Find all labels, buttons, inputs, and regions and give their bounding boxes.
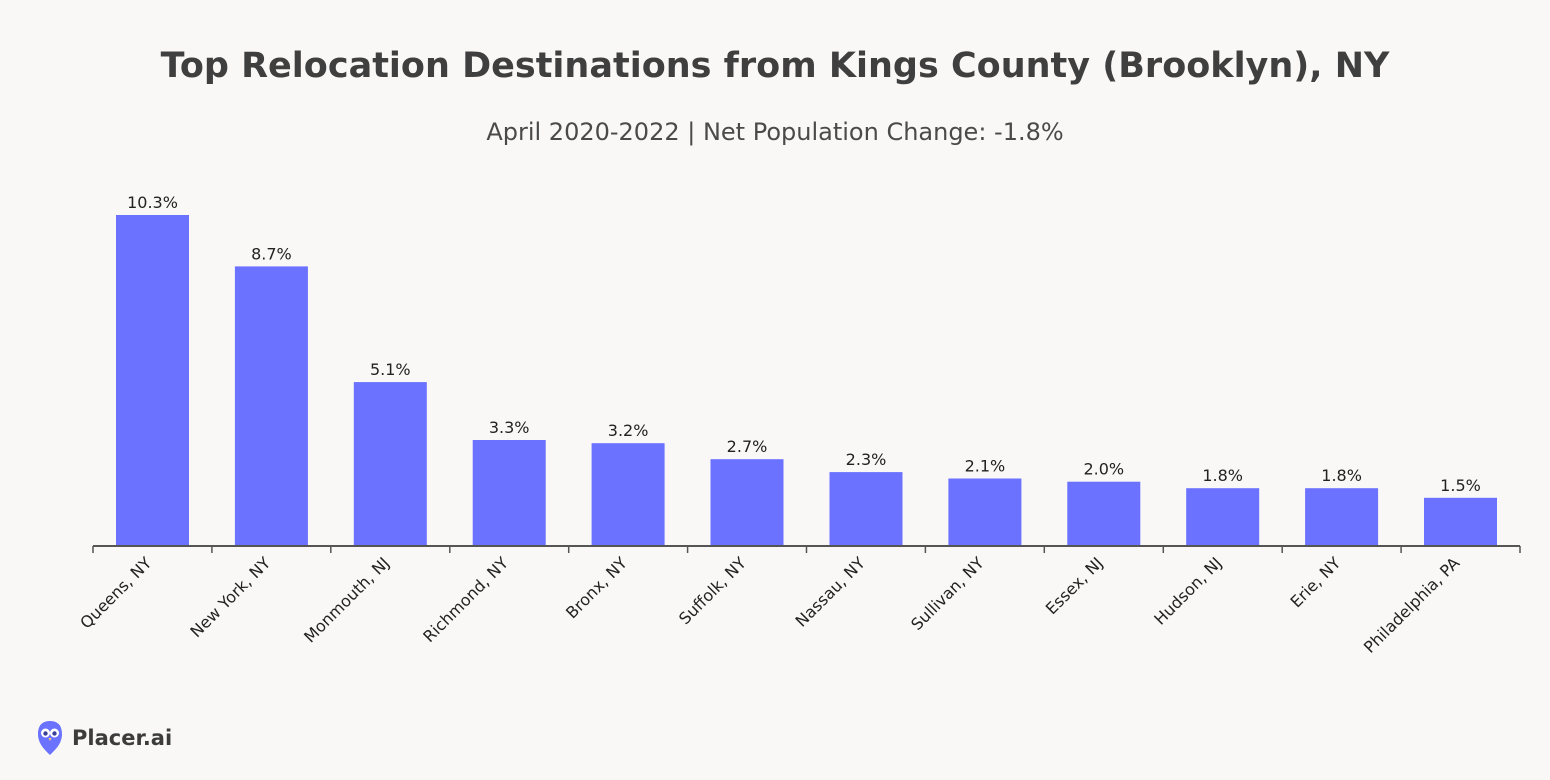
bar [472, 440, 546, 546]
data-label: 2.3% [846, 450, 887, 469]
data-label: 5.1% [370, 360, 411, 379]
bar [1186, 488, 1260, 546]
x-tick-label: Hudson, NJ [1150, 553, 1225, 628]
chart-title: Top Relocation Destinations from Kings C… [160, 46, 1390, 86]
bar [353, 382, 427, 546]
x-tick-label: Suffolk, NY [675, 553, 750, 628]
bar [591, 443, 665, 546]
bar [1067, 481, 1141, 546]
x-tick-label: Erie, NY [1287, 553, 1345, 611]
data-label: 10.3% [127, 193, 178, 212]
x-tick-label: New York, NY [186, 553, 274, 641]
data-label: 3.3% [489, 418, 530, 437]
data-label: 1.8% [1321, 466, 1362, 485]
data-label: 1.8% [1202, 466, 1243, 485]
x-tick-label: Philadelphia, PA [1360, 553, 1463, 656]
x-tick-label: Monmouth, NJ [300, 553, 393, 646]
x-tick-label: Richmond, NY [419, 553, 512, 646]
x-tick-label: Essex, NJ [1042, 553, 1107, 618]
brand-name: Placer.ai [72, 726, 173, 750]
brand: Placer.ai [36, 718, 172, 758]
bar [948, 478, 1022, 546]
bar [829, 472, 903, 546]
data-label: 3.2% [608, 421, 649, 440]
data-label: 2.0% [1083, 460, 1124, 479]
bar [234, 266, 308, 546]
x-tick-label: Sullivan, NY [907, 553, 988, 634]
bar [1424, 497, 1497, 546]
x-tick-label: Nassau, NY [792, 553, 869, 630]
bar [710, 459, 784, 546]
x-tick-label: Bronx, NY [562, 553, 631, 622]
bar [1305, 488, 1379, 546]
owl-logo-icon [38, 721, 62, 755]
data-label: 1.5% [1440, 476, 1481, 495]
x-tick-label: Queens, NY [76, 553, 155, 632]
bar [116, 215, 189, 546]
data-label: 2.7% [727, 437, 768, 456]
chart-subtitle: April 2020-2022 | Net Population Change:… [486, 118, 1064, 146]
bar-chart: 10.3% Queens, NY 8.7% New York, NY 5.1% Monmo… [76, 193, 1521, 657]
data-label: 8.7% [251, 244, 292, 263]
data-label: 2.1% [965, 457, 1006, 476]
